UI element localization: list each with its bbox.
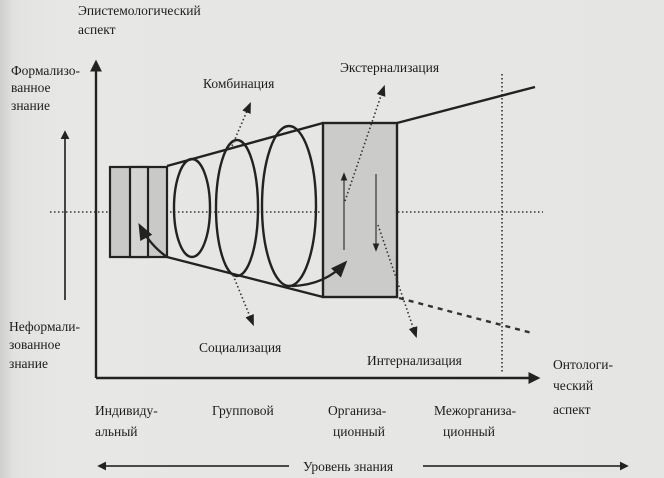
cone-bottom-edge [166, 255, 324, 299]
label-line: ческий [553, 378, 593, 393]
knowledge-level-label: Уровень знания [303, 459, 393, 474]
label-line: знание [11, 98, 50, 113]
level-group: Групповой [212, 403, 274, 418]
cone-top-extension [396, 85, 536, 125]
cone-bottom-extension [398, 296, 533, 335]
individual-block [108, 165, 169, 259]
ontological-aspect-label: Онтологи- ческий аспект [553, 357, 614, 417]
label-line: аспект [553, 402, 591, 417]
spiral-loop-1 [172, 157, 212, 259]
combination-label: Комбинация [203, 76, 274, 91]
level-individual: Индивиду- альный [95, 403, 158, 439]
epistemological-aspect-label: Эпистемологический аспект [78, 3, 201, 37]
label-line: Индивиду- [95, 403, 158, 418]
label-line: ванное [11, 80, 51, 95]
label-line: Групповой [212, 403, 274, 418]
label-line: ционный [443, 424, 495, 439]
socialization-arrow [232, 274, 254, 327]
label-line: ционный [333, 424, 385, 439]
label-line: Неформали- [9, 319, 80, 334]
level-inter-organizational: Межорганиза- ционный [434, 403, 517, 439]
label-line: знание [9, 356, 48, 371]
formal-knowledge-label: Формализо- ванное знание [11, 63, 80, 113]
spiral-loop-3 [260, 124, 318, 288]
socialization-label: Социализация [199, 340, 281, 355]
label-line: Формализо- [11, 63, 80, 78]
label-line: Эпистемологический [78, 3, 201, 18]
spiral-loop-2 [214, 138, 260, 278]
internalization-label: Интернализация [367, 353, 462, 368]
organizational-block [321, 121, 399, 299]
informal-knowledge-label: Неформали- зованное знание [9, 319, 80, 371]
spiral-return-arrow [138, 223, 168, 258]
label-line: Онтологи- [553, 357, 614, 372]
label-line: альный [95, 424, 138, 439]
externalization-label: Экстернализация [340, 60, 439, 75]
label-line: Организа- [328, 403, 387, 418]
externalization-arrow [344, 84, 386, 202]
label-line: Межорганиза- [434, 403, 517, 418]
level-organizational: Организа- ционный [328, 403, 387, 439]
spiral-exit-arrow [291, 260, 348, 288]
label-line: аспект [78, 22, 116, 37]
label-line: зованное [9, 337, 61, 352]
